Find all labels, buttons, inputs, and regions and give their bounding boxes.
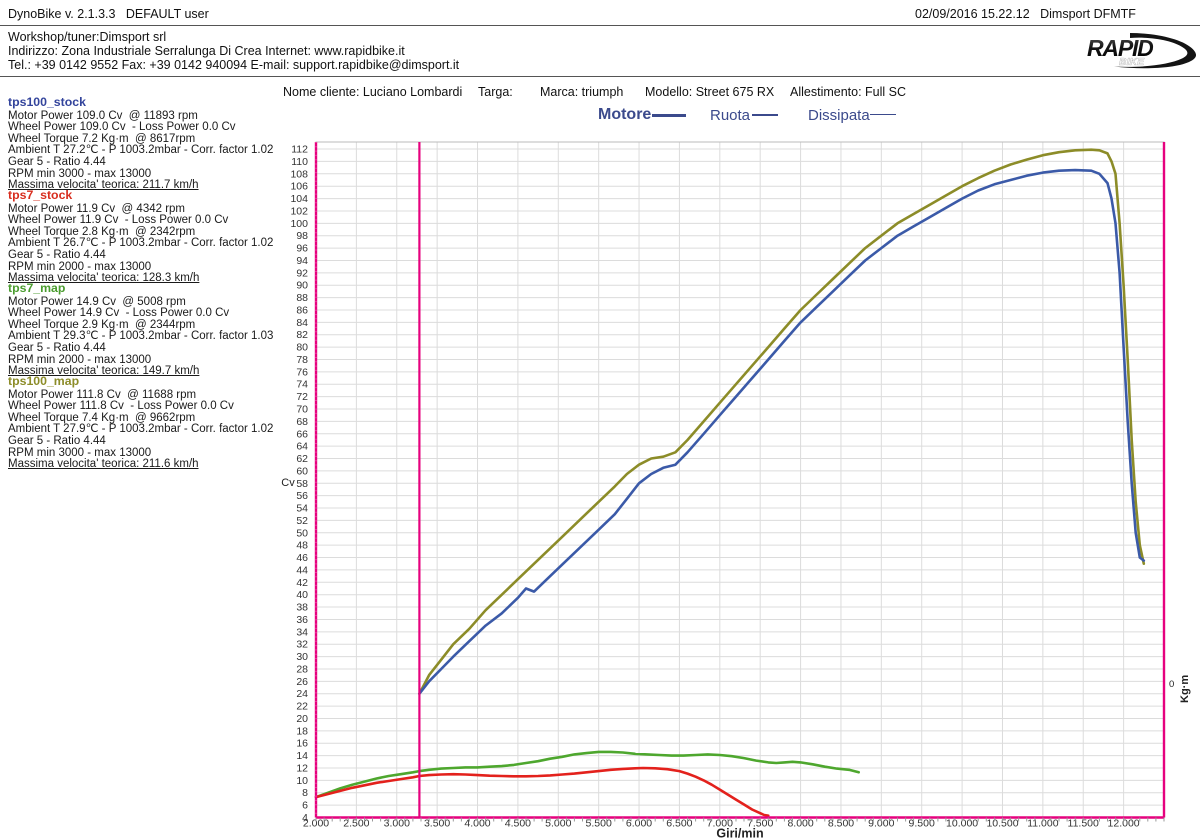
svg-text:20: 20 [296,713,308,725]
svg-text:98: 98 [296,230,308,242]
svg-text:32: 32 [296,639,308,651]
svg-text:48: 48 [296,540,308,552]
svg-text:18: 18 [296,725,308,737]
svg-text:14: 14 [296,750,308,762]
svg-text:106: 106 [290,181,308,193]
svg-text:46: 46 [296,552,308,564]
svg-text:0: 0 [1169,679,1174,690]
svg-text:62: 62 [296,453,308,465]
svg-text:92: 92 [296,267,308,279]
svg-text:34: 34 [296,626,308,638]
svg-text:70: 70 [296,404,308,416]
svg-text:78: 78 [296,354,308,366]
svg-text:36: 36 [296,614,308,626]
svg-text:50: 50 [296,527,308,539]
svg-text:42: 42 [296,577,308,589]
svg-text:82: 82 [296,329,308,341]
svg-text:Giri/min: Giri/min [716,827,763,840]
svg-text:96: 96 [296,243,308,255]
svg-text:94: 94 [296,255,308,267]
svg-text:108: 108 [290,168,308,180]
svg-text:12: 12 [296,763,308,775]
svg-text:104: 104 [290,193,308,205]
svg-text:112: 112 [291,144,308,156]
svg-text:64: 64 [296,441,308,453]
svg-text:38: 38 [296,602,308,614]
svg-text:30: 30 [296,651,308,663]
svg-text:90: 90 [296,280,308,292]
svg-text:26: 26 [296,676,308,688]
svg-text:58: 58 [296,478,308,490]
svg-text:44: 44 [296,564,308,576]
svg-text:16: 16 [296,738,308,750]
svg-text:28: 28 [296,664,308,676]
svg-text:76: 76 [296,366,308,378]
svg-text:10: 10 [296,775,308,787]
svg-text:110: 110 [291,156,308,168]
svg-text:100: 100 [290,218,308,230]
svg-text:40: 40 [296,589,308,601]
svg-text:52: 52 [296,515,308,527]
svg-text:80: 80 [296,342,308,354]
svg-text:66: 66 [296,428,308,440]
svg-text:Kg·m: Kg·m [1179,675,1191,703]
svg-text:74: 74 [296,379,308,391]
svg-text:54: 54 [296,503,308,515]
svg-text:72: 72 [296,391,308,403]
svg-text:86: 86 [296,305,308,317]
svg-text:88: 88 [296,292,308,304]
svg-text:84: 84 [296,317,308,329]
svg-text:60: 60 [296,465,308,477]
svg-text:102: 102 [290,205,308,217]
svg-text:22: 22 [296,701,308,713]
svg-text:8: 8 [302,787,308,799]
svg-text:68: 68 [296,416,308,428]
svg-text:56: 56 [296,490,308,502]
svg-text:24: 24 [296,688,308,700]
svg-text:Cv: Cv [281,477,295,489]
svg-text:6: 6 [302,800,308,812]
